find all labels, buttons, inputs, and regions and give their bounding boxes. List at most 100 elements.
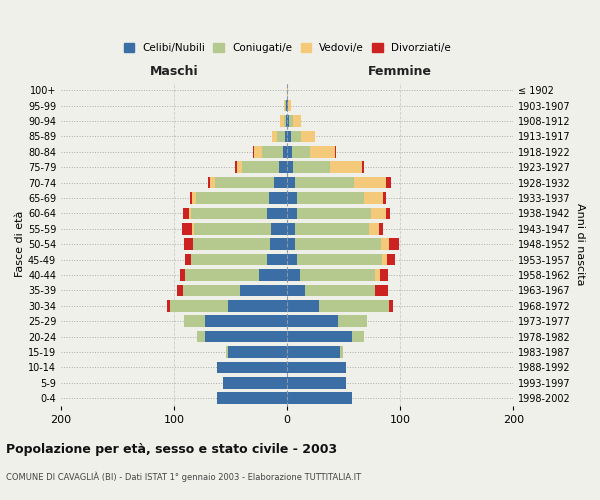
- Bar: [381, 238, 389, 250]
- Bar: [387, 254, 395, 266]
- Bar: [287, 162, 293, 173]
- Bar: [371, 208, 386, 219]
- Bar: [167, 300, 170, 312]
- Bar: [185, 254, 191, 266]
- Bar: [210, 177, 215, 188]
- Bar: [299, 270, 376, 281]
- Bar: [226, 346, 229, 358]
- Bar: [287, 130, 290, 142]
- Bar: [389, 300, 394, 312]
- Bar: [287, 377, 346, 388]
- Bar: [239, 284, 287, 296]
- Bar: [191, 208, 267, 219]
- Bar: [284, 116, 286, 127]
- Bar: [274, 177, 287, 188]
- Bar: [270, 238, 287, 250]
- Bar: [352, 331, 364, 342]
- Bar: [193, 238, 270, 250]
- Bar: [287, 316, 338, 327]
- Bar: [287, 284, 305, 296]
- Bar: [287, 270, 299, 281]
- Bar: [253, 146, 254, 158]
- Y-axis label: Fasce di età: Fasce di età: [15, 211, 25, 278]
- Bar: [184, 316, 205, 327]
- Bar: [262, 146, 283, 158]
- Bar: [364, 192, 383, 204]
- Bar: [380, 270, 388, 281]
- Bar: [368, 223, 379, 234]
- Bar: [183, 284, 239, 296]
- Bar: [194, 223, 271, 234]
- Bar: [295, 238, 381, 250]
- Bar: [208, 177, 210, 188]
- Bar: [287, 177, 295, 188]
- Bar: [287, 100, 289, 112]
- Bar: [205, 316, 287, 327]
- Bar: [298, 208, 371, 219]
- Bar: [287, 392, 352, 404]
- Bar: [192, 192, 196, 204]
- Y-axis label: Anni di nascita: Anni di nascita: [575, 203, 585, 285]
- Bar: [376, 284, 388, 296]
- Bar: [197, 331, 205, 342]
- Bar: [305, 284, 376, 296]
- Bar: [280, 116, 284, 127]
- Bar: [287, 254, 298, 266]
- Text: Maschi: Maschi: [150, 65, 199, 78]
- Bar: [180, 270, 185, 281]
- Bar: [354, 177, 386, 188]
- Bar: [383, 192, 386, 204]
- Bar: [185, 270, 259, 281]
- Bar: [229, 300, 287, 312]
- Bar: [223, 377, 287, 388]
- Bar: [379, 223, 383, 234]
- Bar: [286, 116, 287, 127]
- Bar: [287, 116, 289, 127]
- Bar: [235, 162, 238, 173]
- Bar: [287, 146, 292, 158]
- Bar: [205, 331, 287, 342]
- Bar: [289, 116, 293, 127]
- Bar: [196, 192, 269, 204]
- Bar: [338, 316, 367, 327]
- Bar: [292, 146, 310, 158]
- Bar: [286, 100, 287, 112]
- Bar: [389, 238, 399, 250]
- Bar: [267, 254, 287, 266]
- Bar: [217, 392, 287, 404]
- Bar: [295, 177, 354, 188]
- Bar: [190, 192, 192, 204]
- Bar: [330, 162, 362, 173]
- Bar: [382, 254, 387, 266]
- Bar: [319, 300, 389, 312]
- Bar: [242, 162, 279, 173]
- Bar: [215, 177, 274, 188]
- Bar: [285, 130, 287, 142]
- Bar: [189, 208, 191, 219]
- Bar: [283, 146, 287, 158]
- Bar: [386, 177, 391, 188]
- Bar: [287, 84, 289, 96]
- Bar: [238, 162, 242, 173]
- Text: Popolazione per età, sesso e stato civile - 2003: Popolazione per età, sesso e stato civil…: [6, 442, 337, 456]
- Bar: [217, 362, 287, 373]
- Bar: [287, 208, 298, 219]
- Bar: [290, 130, 301, 142]
- Legend: Celibi/Nubili, Coniugati/e, Vedovi/e, Divorziati/e: Celibi/Nubili, Coniugati/e, Vedovi/e, Di…: [119, 39, 455, 58]
- Bar: [272, 130, 277, 142]
- Bar: [376, 270, 380, 281]
- Bar: [298, 192, 364, 204]
- Bar: [178, 284, 183, 296]
- Text: COMUNE DI CAVAGLIÀ (BI) - Dati ISTAT 1° gennaio 2003 - Elaborazione TUTTITALIA.I: COMUNE DI CAVAGLIÀ (BI) - Dati ISTAT 1° …: [6, 472, 361, 482]
- Bar: [271, 223, 287, 234]
- Bar: [254, 146, 262, 158]
- Bar: [340, 346, 343, 358]
- Bar: [287, 331, 352, 342]
- Bar: [183, 208, 189, 219]
- Bar: [298, 254, 382, 266]
- Bar: [170, 300, 229, 312]
- Bar: [279, 162, 287, 173]
- Bar: [287, 362, 346, 373]
- Bar: [287, 300, 319, 312]
- Bar: [287, 346, 340, 358]
